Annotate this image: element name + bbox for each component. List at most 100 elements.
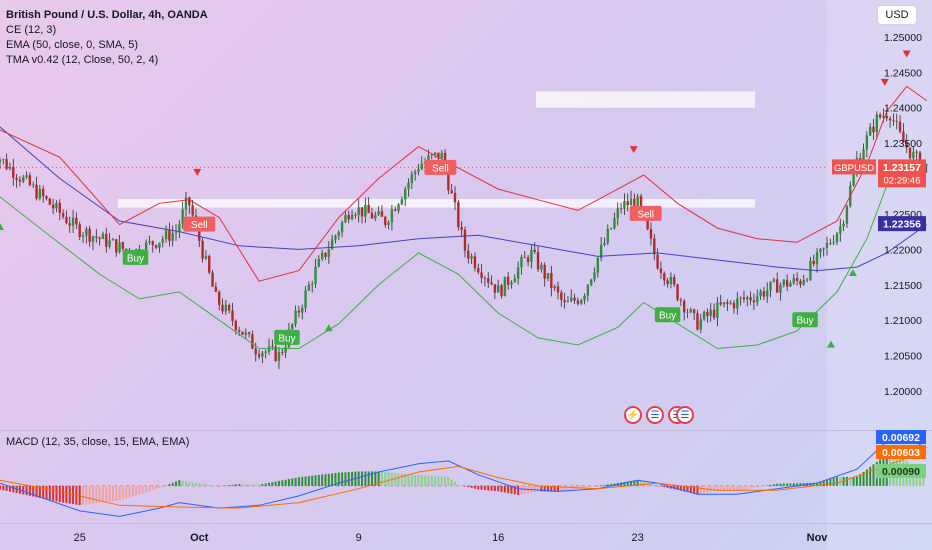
- buy-marker-triangle: [324, 324, 333, 332]
- candle-body: [148, 241, 151, 243]
- candle-body: [108, 240, 111, 247]
- candle-body: [646, 217, 649, 230]
- candle-body: [722, 302, 726, 305]
- histogram-bar: [640, 480, 643, 486]
- price-tick-label: 1.25000: [884, 32, 922, 44]
- candle-body: [613, 218, 616, 229]
- candle-body: [609, 228, 613, 230]
- histogram-bar: [138, 485, 141, 495]
- candle-body: [403, 189, 407, 200]
- histogram-bar: [178, 480, 181, 486]
- histogram-bar: [370, 471, 373, 486]
- histogram-bar: [759, 485, 762, 487]
- candle-body: [795, 278, 799, 281]
- candle-body: [297, 310, 301, 313]
- candle-body: [629, 198, 633, 206]
- flash-event-icon[interactable]: ⚡: [624, 406, 642, 424]
- histogram-bar: [337, 472, 340, 486]
- candle-body: [158, 242, 161, 248]
- macd-value-label: 0.00090: [882, 466, 920, 478]
- candle-body: [344, 214, 347, 223]
- histogram-bar: [248, 484, 251, 486]
- candle-body: [55, 202, 58, 209]
- candle-body: [878, 114, 882, 118]
- histogram-bar: [699, 485, 702, 494]
- signal-label: Buy: [796, 316, 813, 327]
- candle-body: [480, 272, 483, 278]
- price-tick-label: 1.21000: [884, 315, 922, 327]
- macd-value-label: 0.00692: [882, 432, 920, 444]
- candle-body: [304, 290, 307, 308]
- candle-body: [261, 352, 264, 357]
- candle-body: [550, 272, 553, 289]
- histogram-bar: [563, 485, 566, 491]
- histogram-bar: [845, 476, 848, 486]
- candle-body: [384, 216, 387, 225]
- histogram-bar: [832, 477, 835, 486]
- candle-body: [868, 126, 872, 136]
- candle-body: [301, 307, 304, 313]
- candle-body: [563, 299, 566, 303]
- candle-body: [218, 291, 221, 305]
- candle-body: [702, 311, 706, 320]
- histogram-bar: [454, 482, 457, 486]
- indicator-ce[interactable]: CE (12, 3): [6, 24, 57, 36]
- candle-body: [164, 230, 168, 240]
- candle-body: [616, 208, 619, 219]
- histogram-bar: [128, 485, 131, 498]
- histogram-bar: [483, 485, 486, 491]
- candles: [0, 108, 928, 370]
- histogram-bar: [553, 485, 556, 492]
- histogram-bar: [490, 485, 493, 491]
- candle-body: [859, 158, 862, 160]
- histogram-bar: [141, 485, 144, 494]
- candle-body: [493, 284, 497, 293]
- candle-body: [277, 351, 281, 361]
- candle-body: [357, 207, 360, 215]
- histogram-bar: [301, 476, 304, 486]
- candle-body: [430, 154, 433, 156]
- histogram-bar: [161, 485, 164, 487]
- histogram-bar: [500, 485, 503, 492]
- histogram-bar: [600, 485, 603, 486]
- histogram-bar: [729, 485, 732, 491]
- symbol-title: British Pound / U.S. Dollar, 4h, OANDA: [6, 9, 208, 21]
- candle-body: [450, 190, 453, 194]
- histogram-bar: [726, 485, 729, 491]
- macd-legend[interactable]: MACD (12, 35, close, 15, EMA, EMA): [6, 436, 190, 448]
- histogram-bar: [407, 474, 410, 486]
- candle-body: [231, 310, 234, 321]
- candle-body: [875, 114, 879, 133]
- candle-body: [38, 188, 42, 199]
- us-flag-event-icon[interactable]: ☰: [676, 406, 694, 424]
- candle-body: [437, 152, 440, 159]
- histogram-bar: [85, 485, 88, 505]
- histogram-bar: [560, 485, 563, 492]
- histogram-bar: [35, 485, 38, 498]
- histogram-bar: [168, 484, 171, 486]
- histogram-bar: [709, 485, 712, 492]
- macd-value-label: 0.00603: [882, 447, 920, 459]
- candle-body: [902, 131, 905, 143]
- candle-body: [61, 213, 65, 217]
- histogram-bar: [218, 485, 221, 487]
- candle-body: [85, 228, 88, 236]
- indicator-ema[interactable]: EMA (50, close, 0, SMA, 5): [6, 39, 139, 51]
- candle-body: [586, 284, 590, 296]
- candle-body: [882, 115, 885, 118]
- histogram-bar: [121, 485, 124, 500]
- histogram-bar: [842, 476, 845, 486]
- histogram-bar: [145, 485, 148, 493]
- ema-price-box: [878, 216, 926, 232]
- histogram-bar: [244, 484, 247, 486]
- indicator-tma[interactable]: TMA v0.42 (12, Close, 50, 2, 4): [6, 54, 159, 66]
- us-flag-event-icon[interactable]: ☰: [646, 406, 664, 424]
- candle-body: [188, 197, 191, 206]
- candle-body: [221, 304, 224, 312]
- histogram-bar: [258, 484, 261, 486]
- candle-body: [570, 297, 573, 302]
- histogram-bar: [547, 485, 550, 492]
- currency-button[interactable]: USD: [877, 5, 917, 25]
